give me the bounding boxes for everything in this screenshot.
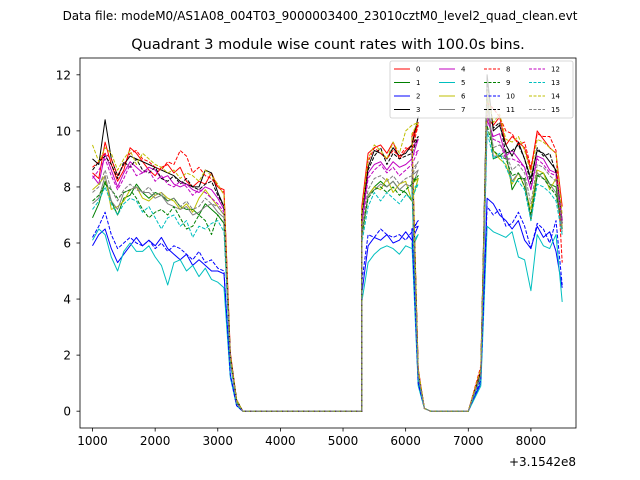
- x-tick-label: 6000: [390, 434, 421, 448]
- legend-label-6: 6: [461, 93, 466, 101]
- x-tick-label: 2000: [140, 434, 171, 448]
- y-tick-label: 8: [63, 180, 71, 194]
- plot-area: 1000 2000 3000 4000 5000 6000 7000 8000 0246810…: [56, 57, 577, 469]
- x-offset-label: +3.1542e8: [509, 455, 576, 469]
- legend-label-2: 2: [416, 93, 420, 101]
- legend-label-3: 3: [416, 106, 420, 114]
- legend-label-14: 14: [551, 93, 560, 101]
- y-tick-label: 6: [63, 237, 71, 251]
- x-tick-label: 8000: [516, 434, 547, 448]
- x-tick-label: 1000: [77, 434, 108, 448]
- y-tick-label: 2: [63, 349, 71, 363]
- y-tick-label: 12: [56, 68, 71, 82]
- legend-label-11: 11: [506, 106, 515, 114]
- chart-title: Quadrant 3 module wise count rates with …: [131, 37, 525, 53]
- legend-label-0: 0: [416, 66, 420, 74]
- legend-label-4: 4: [461, 66, 466, 74]
- legend-label-15: 15: [551, 106, 560, 114]
- series-line-15: [92, 105, 563, 412]
- legend-label-1: 1: [416, 79, 420, 87]
- y-tick-label: 0: [63, 405, 71, 419]
- figure-suptitle: Data file: modeM0/AS1A08_004T03_90000034…: [63, 9, 578, 23]
- x-tick-label: 3000: [203, 434, 234, 448]
- x-axis: 1000 2000 3000 4000 5000 6000 7000 8000: [77, 428, 546, 448]
- plot-background: [80, 58, 576, 428]
- y-tick-label: 10: [56, 124, 71, 138]
- y-axis: 0 2 4 6 8 10 12: [56, 68, 80, 419]
- legend-label-12: 12: [551, 66, 560, 74]
- series-layer: [92, 74, 563, 412]
- legend-label-13: 13: [551, 79, 560, 87]
- legend-label-7: 7: [461, 106, 465, 114]
- legend-label-5: 5: [461, 79, 465, 87]
- legend-box: [389, 60, 574, 119]
- y-tick-label: 4: [63, 293, 71, 307]
- legend-label-9: 9: [506, 79, 510, 87]
- x-tick-label: 4000: [265, 434, 296, 448]
- x-tick-label: 7000: [453, 434, 484, 448]
- legend-label-8: 8: [506, 66, 510, 74]
- x-tick-label: 5000: [328, 434, 359, 448]
- legend-label-10: 10: [506, 93, 515, 101]
